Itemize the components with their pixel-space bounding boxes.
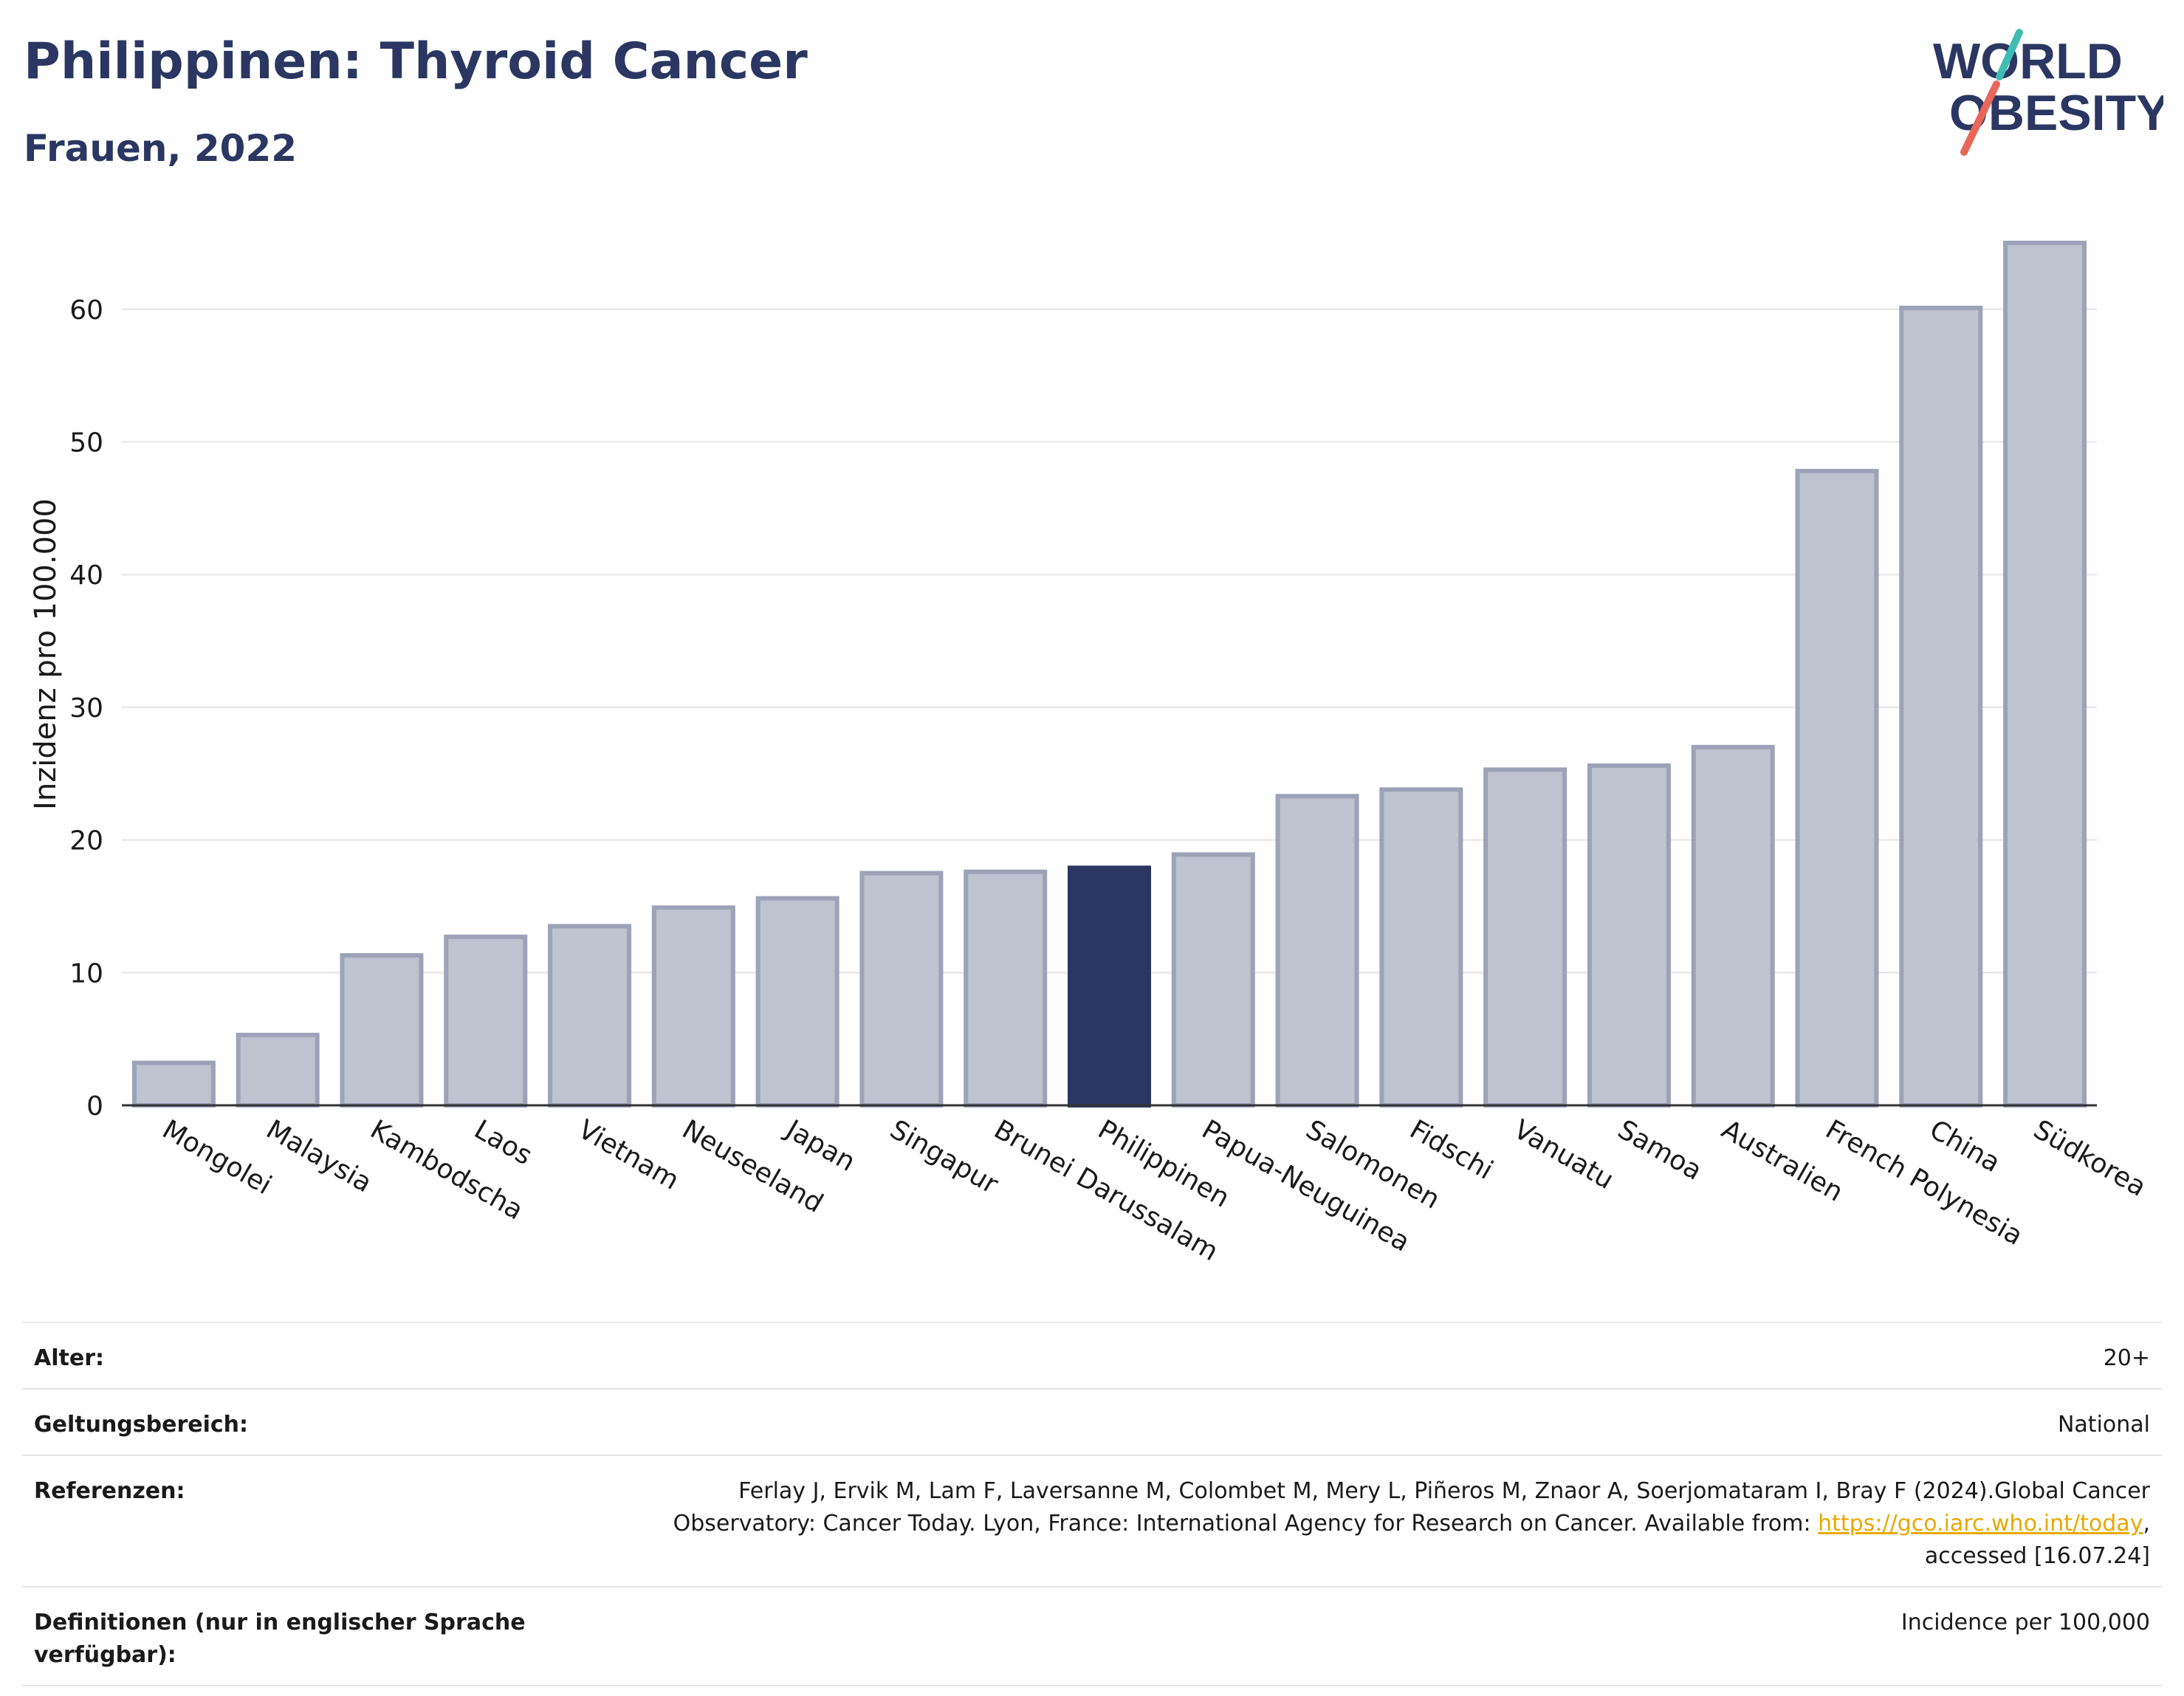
y-tick-label: 50: [69, 428, 103, 459]
bar-singapur[interactable]: [859, 871, 944, 1108]
bar-mongolei[interactable]: [131, 1060, 216, 1108]
x-tick-label: Laos: [469, 1114, 537, 1171]
y-tick-label: 40: [69, 560, 103, 591]
y-axis-ticks: 0 10 20 30 40 50 60: [69, 295, 103, 1122]
meta-value: National: [2057, 1412, 2150, 1438]
bars: [131, 241, 2087, 1108]
bar-japan[interactable]: [755, 896, 839, 1108]
logo-line-1: WORLD: [1933, 33, 2123, 89]
x-tick-label: Südkorea: [2028, 1114, 2151, 1203]
x-tick-label: French Polynesia: [1821, 1114, 2028, 1252]
page-title: Philippinen: Thyroid Cancer: [24, 32, 808, 91]
y-tick-label: 30: [69, 693, 103, 724]
bar-samoa[interactable]: [1587, 763, 1671, 1108]
y-tick-label: 10: [69, 958, 103, 989]
x-tick-label: Vietnam: [573, 1114, 684, 1196]
y-tick-label: 20: [69, 826, 103, 856]
bar-laos[interactable]: [444, 934, 528, 1108]
meta-value: Incidence per 100,000: [1900, 1610, 2150, 1635]
bar-vanuatu[interactable]: [1483, 767, 1567, 1108]
references-text-part2: , accessed [16.07.24]: [1924, 1511, 2150, 1569]
bar-brunei-darussalam[interactable]: [964, 869, 1048, 1108]
meta-label: Definitionen (nur in englischer Sprache …: [34, 1610, 526, 1668]
bar-philippinen[interactable]: [1068, 865, 1151, 1108]
meta-label: Geltungsbereich:: [34, 1412, 249, 1438]
y-axis-label: Inzidenz pro 100.000: [29, 498, 63, 810]
x-tick-label: Singapur: [885, 1114, 1003, 1200]
meta-row-scope: Geltungsbereich: National: [22, 1388, 2162, 1455]
bar-kambodscha[interactable]: [340, 952, 424, 1108]
meta-row-age: Alter: 20+: [22, 1322, 2162, 1388]
bar-australien[interactable]: [1691, 744, 1775, 1108]
bar-südkorea[interactable]: [2003, 241, 2087, 1108]
bar-neuseeland[interactable]: [651, 905, 735, 1108]
y-tick-label: 60: [69, 295, 103, 326]
meta-value: 20+: [2103, 1345, 2150, 1371]
x-tick-label: Vanuatu: [1508, 1114, 1618, 1195]
page-subtitle: Frauen, 2022: [24, 127, 298, 170]
references-text-part1: Ferlay J, Ervik M, Lam F, Laversanne M, …: [673, 1478, 2150, 1537]
bar-vietnam[interactable]: [548, 924, 632, 1108]
bar-papua-neuguinea[interactable]: [1171, 852, 1255, 1108]
bar-salomonen[interactable]: [1275, 794, 1359, 1108]
x-tick-label: Malaysia: [261, 1114, 377, 1198]
world-obesity-logo: WORLD OBESITY: [1933, 29, 2163, 156]
metadata-table: Alter: 20+ Geltungsbereich: National Ref…: [22, 1322, 2162, 1686]
bar-malaysia[interactable]: [236, 1032, 320, 1108]
meta-row-definitions: Definitionen (nur in englischer Sprache …: [22, 1586, 2162, 1686]
meta-row-references: Referenzen: Ferlay J, Ervik M, Lam F, La…: [22, 1455, 2162, 1586]
x-tick-label: Japan: [780, 1113, 860, 1178]
meta-label: Alter:: [34, 1345, 104, 1371]
x-tick-label: Mongolei: [157, 1114, 277, 1201]
x-tick-label: China: [1924, 1114, 2005, 1178]
x-tick-label: Samoa: [1613, 1114, 1707, 1187]
bar-fidschi[interactable]: [1379, 787, 1463, 1108]
meta-label: Referenzen:: [34, 1478, 185, 1504]
bar-french-polynesia[interactable]: [1795, 469, 1879, 1108]
reference-link[interactable]: https://gco.iarc.who.int/today: [1818, 1511, 2143, 1537]
references-text: Ferlay J, Ervik M, Lam F, Laversanne M, …: [600, 1475, 2150, 1573]
y-tick-label: 0: [86, 1091, 103, 1122]
bar-china[interactable]: [1899, 306, 1983, 1108]
